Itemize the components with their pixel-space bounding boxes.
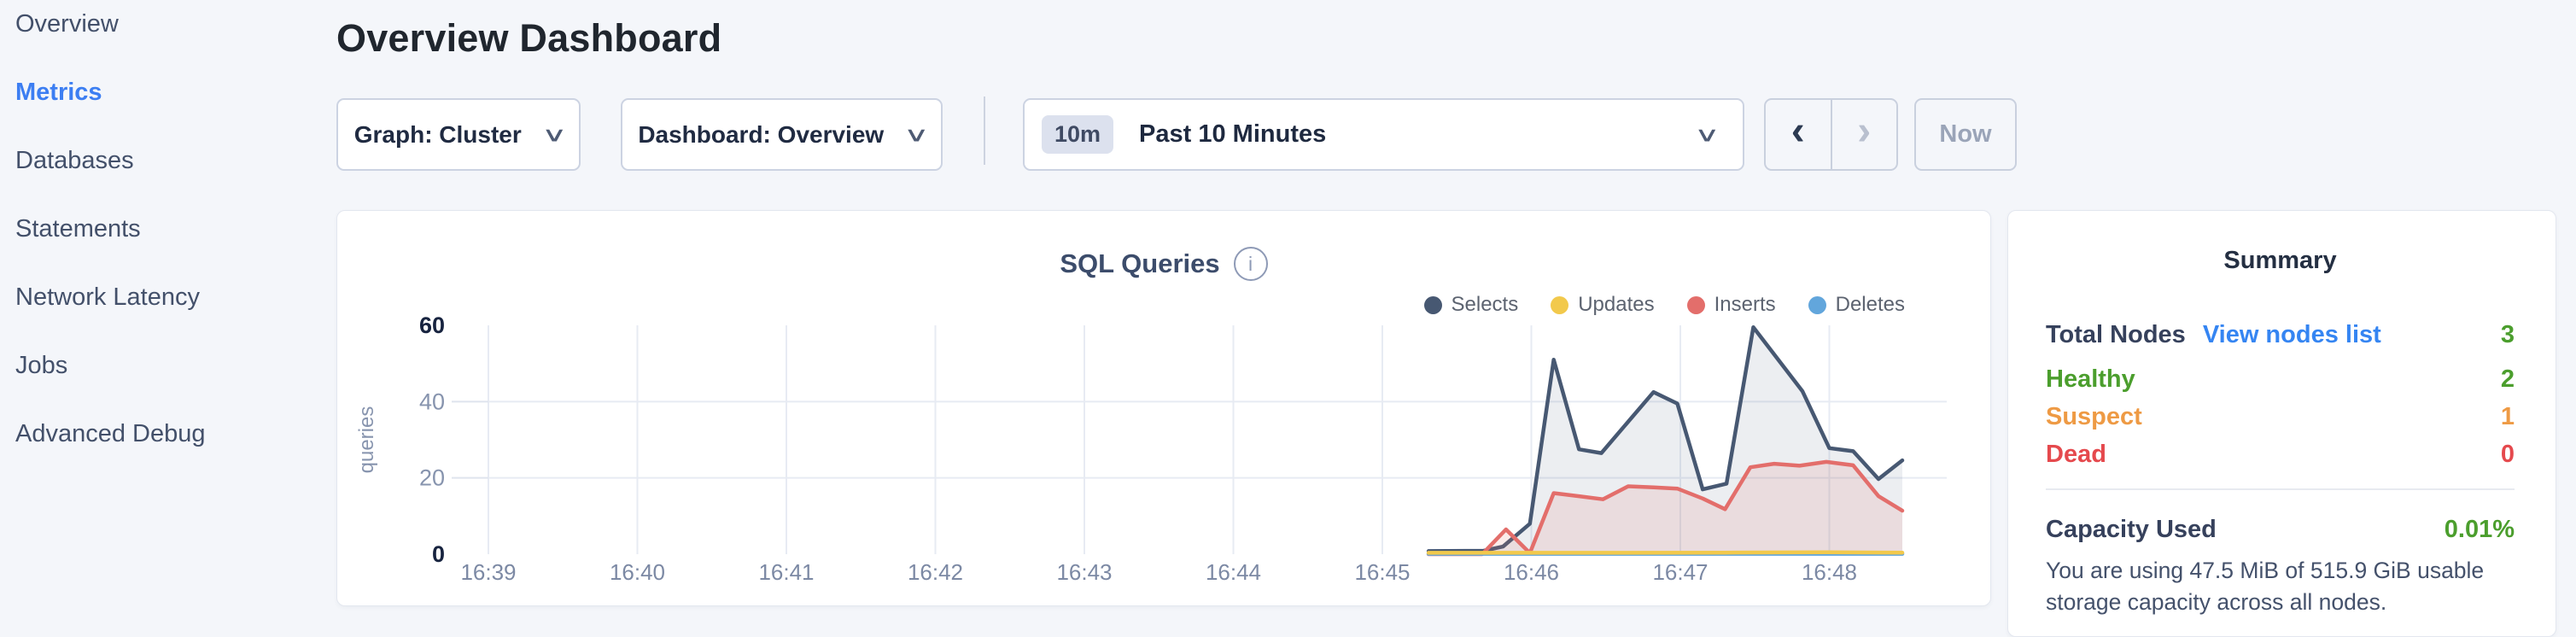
time-backward-button[interactable]: ‹	[1766, 100, 1831, 169]
summary-divider	[2046, 488, 2515, 490]
svg-text:60: 60	[419, 313, 445, 338]
chevron-down-icon: ∨	[903, 123, 930, 146]
svg-text:queries: queries	[355, 406, 378, 474]
view-nodes-list-link[interactable]: View nodes list	[2202, 320, 2381, 348]
svg-text:16:45: 16:45	[1354, 559, 1410, 585]
chart-header: SQL Queries i	[337, 247, 1990, 281]
capacity-description: You are using 47.5 MiB of 515.9 GiB usab…	[2046, 558, 2485, 615]
svg-text:16:44: 16:44	[1206, 559, 1261, 585]
summary-row-suspect: Suspect 1	[2046, 400, 2515, 434]
legend-item-inserts[interactable]: Inserts	[1686, 293, 1776, 317]
svg-text:16:48: 16:48	[1802, 559, 1857, 585]
sql-queries-chart-card: SQL Queries i Selects Updates Inserts De…	[336, 210, 1991, 606]
chart-legend: Selects Updates Inserts Deletes	[1423, 293, 1905, 317]
svg-text:16:39: 16:39	[460, 559, 516, 585]
capacity-used-value: 0.01%	[2444, 515, 2515, 543]
time-range-badge: 10m	[1042, 115, 1114, 154]
legend-dot-deletes	[1808, 295, 1826, 314]
sidebar: Overview Metrics Databases Statements Ne…	[0, 0, 324, 489]
info-icon[interactable]: i	[1233, 247, 1268, 281]
graph-dropdown-label: Graph: Cluster	[353, 120, 522, 148]
svg-text:0: 0	[432, 541, 445, 567]
legend-item-selects[interactable]: Selects	[1423, 293, 1519, 317]
total-nodes-value: 3	[2500, 320, 2515, 348]
dashboard-dropdown-label: Dashboard: Overview	[638, 120, 885, 148]
healthy-value: 2	[2500, 365, 2515, 393]
svg-text:16:41: 16:41	[758, 559, 814, 585]
capacity-used-label: Capacity Used	[2046, 515, 2217, 543]
sidebar-item-statements[interactable]: Statements	[15, 215, 141, 243]
svg-text:16:47: 16:47	[1652, 559, 1708, 585]
sidebar-item-overview[interactable]: Overview	[15, 10, 119, 38]
legend-label: Inserts	[1714, 293, 1776, 316]
dead-label: Dead	[2046, 440, 2106, 468]
suspect-value: 1	[2500, 402, 2515, 430]
page-title: Overview Dashboard	[336, 16, 722, 60]
time-window-arrows: ‹ ›	[1764, 98, 1898, 171]
dead-value: 0	[2500, 440, 2515, 468]
graph-dropdown[interactable]: Graph: Cluster ∨	[336, 98, 581, 171]
toolbar-divider	[984, 96, 985, 165]
sidebar-item-network-latency[interactable]: Network Latency	[15, 283, 200, 311]
svg-text:16:42: 16:42	[908, 559, 963, 585]
svg-text:40: 40	[419, 389, 445, 414]
time-range-selector[interactable]: 10m Past 10 Minutes ∨	[1023, 98, 1744, 171]
legend-item-updates[interactable]: Updates	[1551, 293, 1655, 317]
sidebar-item-advanced-debug[interactable]: Advanced Debug	[15, 420, 206, 447]
chevron-down-icon: ∨	[540, 123, 568, 146]
legend-label: Updates	[1578, 293, 1655, 316]
chevron-right-icon: ›	[1857, 108, 1872, 154]
legend-item-deletes[interactable]: Deletes	[1808, 293, 1905, 317]
summary-title: Summary	[2223, 247, 2337, 274]
summary-row-capacity: Capacity Used 0.01%	[2046, 512, 2515, 546]
summary-row-dead: Dead 0	[2046, 437, 2515, 471]
total-nodes-label: Total Nodes	[2046, 320, 2186, 348]
time-range-label: Past 10 Minutes	[1139, 120, 1327, 148]
chevron-left-icon: ‹	[1790, 108, 1805, 154]
suspect-label: Suspect	[2046, 402, 2142, 430]
svg-text:20: 20	[419, 465, 445, 491]
svg-text:16:46: 16:46	[1504, 559, 1559, 585]
summary-row-healthy: Healthy 2	[2046, 362, 2515, 396]
healthy-label: Healthy	[2046, 365, 2135, 393]
legend-dot-selects	[1423, 295, 1442, 314]
sidebar-item-databases[interactable]: Databases	[15, 147, 134, 174]
now-button[interactable]: Now	[1914, 98, 2017, 171]
sql-queries-chart: 16:39 16:40 16:41 16:42 16:43 16:44 16:45 16:46…	[355, 313, 1947, 585]
chart-title: SQL Queries	[1060, 248, 1220, 278]
svg-text:16:43: 16:43	[1056, 559, 1112, 585]
legend-label: Selects	[1451, 293, 1519, 316]
dashboard-dropdown[interactable]: Dashboard: Overview ∨	[621, 98, 943, 171]
legend-dot-inserts	[1686, 295, 1705, 314]
legend-dot-updates	[1551, 295, 1569, 314]
summary-panel: Summary Total Nodes View nodes list 3 He…	[2007, 210, 2556, 637]
sidebar-item-metrics[interactable]: Metrics	[15, 79, 102, 106]
chevron-down-icon: ∨	[1693, 123, 1720, 146]
sidebar-item-jobs[interactable]: Jobs	[15, 352, 68, 379]
svg-text:16:40: 16:40	[610, 559, 665, 585]
legend-label: Deletes	[1835, 293, 1905, 316]
summary-row-total-nodes: Total Nodes View nodes list 3	[2046, 318, 2515, 352]
time-forward-button[interactable]: ›	[1830, 100, 1897, 169]
